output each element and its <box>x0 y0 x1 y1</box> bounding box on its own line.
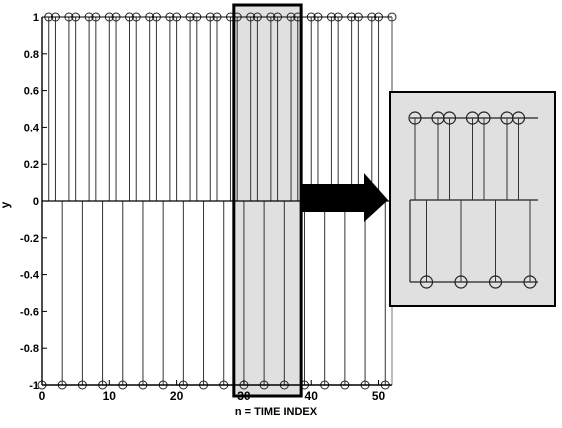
inset-stem-marker <box>408 111 422 125</box>
y-tick-label: 0.2 <box>24 159 39 171</box>
y-tick-label: -1 <box>29 380 39 392</box>
inset-stem-marker <box>454 275 468 289</box>
y-tick-label: -0.2 <box>20 233 39 245</box>
arrow-shape <box>300 173 388 222</box>
x-tick-labels: 0 10 20 30 40 50 <box>39 380 386 403</box>
inset-stem-marker <box>477 111 491 125</box>
x-tick-label: 40 <box>305 389 319 403</box>
zoom-inset-markers <box>408 111 537 289</box>
y-tick-label: 0.6 <box>24 86 39 98</box>
y-tick-label: 1 <box>33 12 39 24</box>
x-tick-label: 20 <box>170 389 184 403</box>
y-tick-label: -0.4 <box>20 270 40 282</box>
x-tick-label: 10 <box>103 389 117 403</box>
x-tick-label: 0 <box>39 389 46 403</box>
inset-stem-marker <box>419 275 434 289</box>
y-axis-label: y <box>0 201 12 208</box>
inset-stem-marker <box>488 275 503 289</box>
y-tick-label: 0.8 <box>24 49 39 61</box>
x-axis-label: n = TIME INDEX <box>235 406 318 418</box>
y-tick-label: -0.6 <box>20 306 39 318</box>
x-tick-label: 50 <box>372 389 386 403</box>
inset-stem-marker <box>442 111 457 125</box>
y-tick-label: 0 <box>33 196 39 208</box>
y-tick-labels: 1 0.8 0.6 0.4 0.2 0 -0.2 -0.4 -0.6 -0.8 -1 <box>20 12 47 392</box>
zoom-inset-stems <box>409 117 538 283</box>
zoom-arrow-icon <box>300 173 388 222</box>
inset-stem-marker <box>523 275 537 289</box>
zoom-inset <box>389 91 556 307</box>
y-tick-label: 0.4 <box>24 122 40 134</box>
stem-series <box>41 17 393 385</box>
y-tick-label: -0.8 <box>20 343 39 355</box>
inset-stem-marker <box>511 111 526 125</box>
